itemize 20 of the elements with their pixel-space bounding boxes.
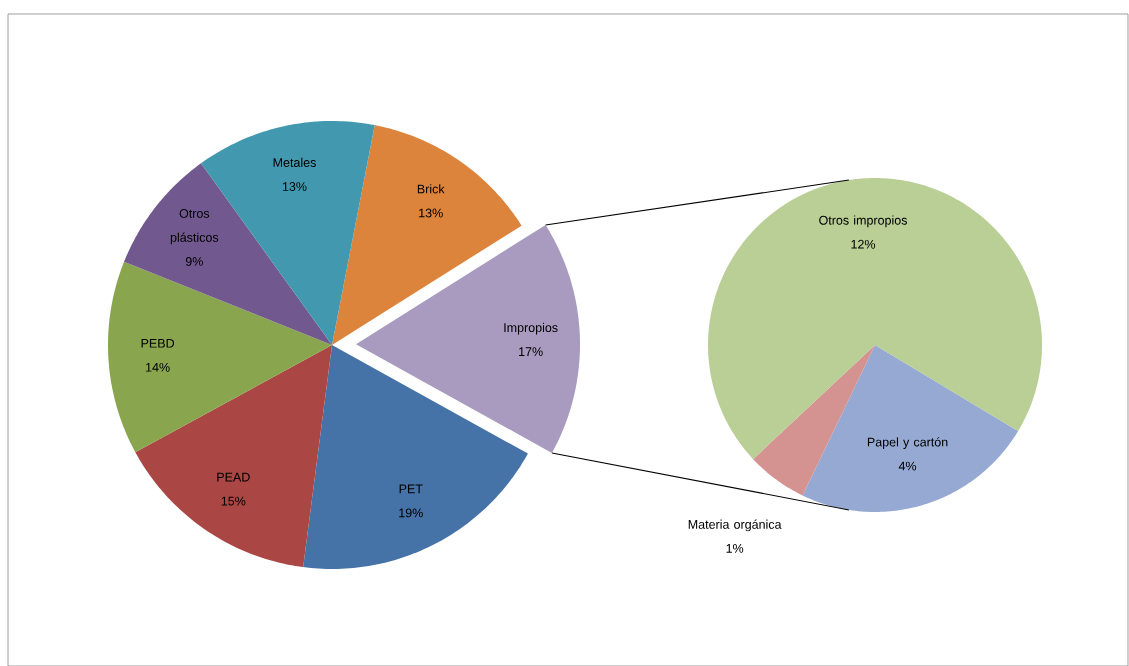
data-label: 17%	[519, 347, 543, 356]
data-label: 12%	[851, 239, 876, 249]
data-label: 13%	[419, 208, 443, 218]
slice-label: Brick	[417, 184, 445, 194]
data-label: 13%	[282, 181, 307, 191]
slice-label: Otros impropios	[819, 215, 908, 227]
slice-label: Materia orgánica	[688, 519, 782, 532]
slice-label: Metales	[273, 157, 316, 167]
slice-label: PEAD	[217, 472, 250, 482]
slice-label: Impropios	[504, 322, 558, 335]
slice-label: PET	[399, 484, 423, 493]
slice-label: Otros plásticos	[170, 208, 219, 245]
data-label: 19%	[399, 508, 423, 518]
data-label: 14%	[146, 362, 170, 372]
data-label: 9%	[185, 256, 203, 266]
data-label: 4%	[898, 461, 917, 471]
data-label: 15%	[221, 496, 246, 506]
data-label: 1%	[726, 543, 744, 553]
slice-label: Papel y cartón	[867, 436, 948, 449]
slice-label: PEBD	[141, 338, 175, 348]
